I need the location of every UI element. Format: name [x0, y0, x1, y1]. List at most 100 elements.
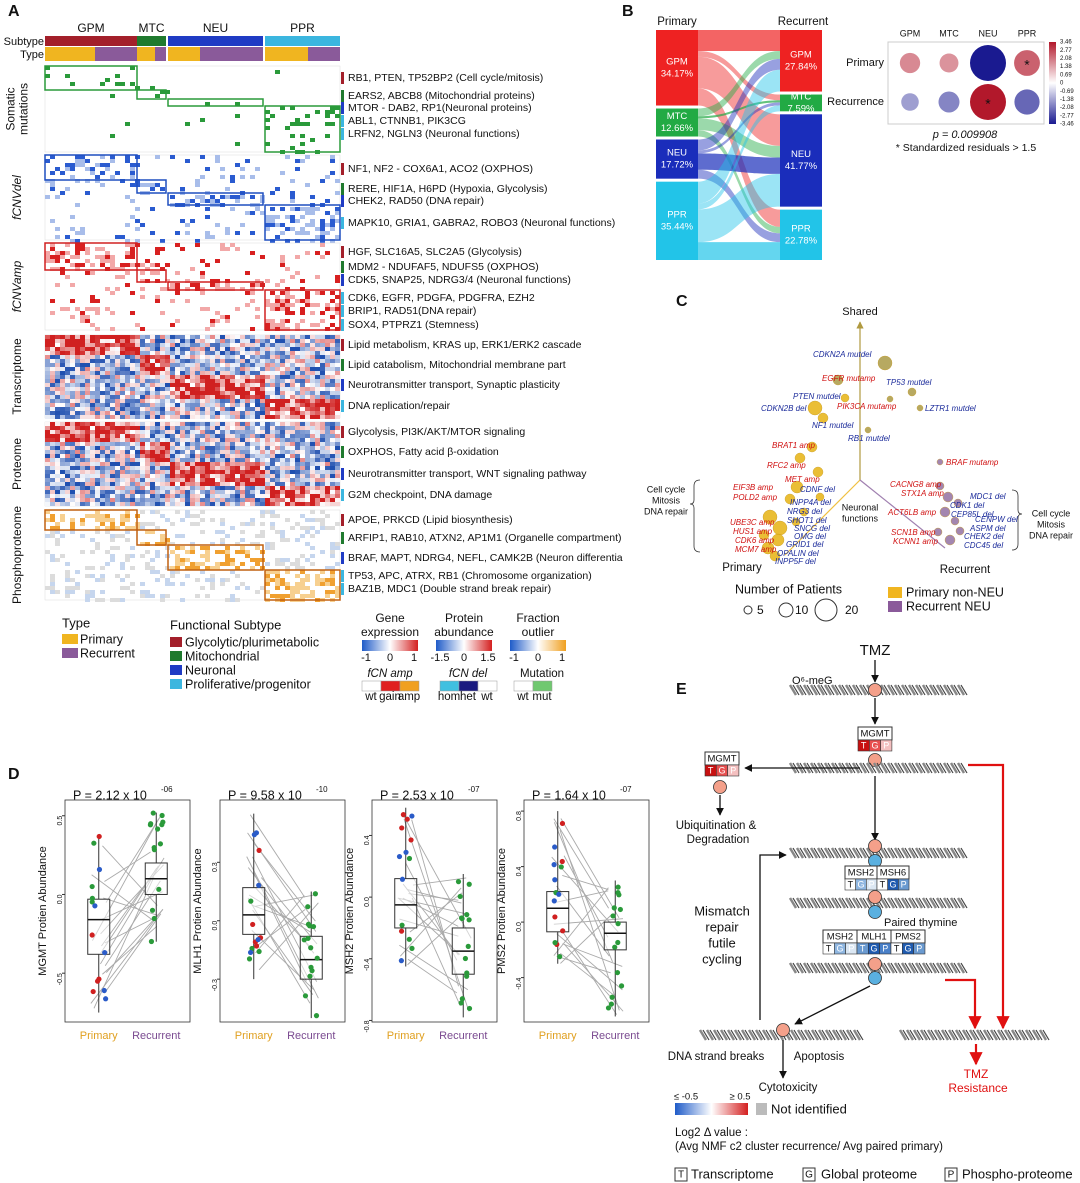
heatmap-cell [60, 442, 65, 446]
heatmap-cell [140, 434, 145, 438]
heatmap-cell [335, 387, 340, 391]
dna [939, 847, 947, 859]
heatmap-cell [330, 155, 335, 159]
heatmap-cell [240, 403, 245, 407]
adduct: O⁶-meG [792, 675, 833, 687]
heatmap-cell [180, 422, 185, 426]
heatmap-cell [65, 243, 70, 247]
heatmap-cell [150, 383, 155, 387]
heatmap-cell [85, 371, 90, 375]
heatmap-cell [285, 399, 290, 403]
row-label: BRIP1, RAD51(DNA repair) [348, 305, 476, 317]
heatmap-cell [45, 407, 50, 411]
p-value: p = 0.009908 [932, 129, 998, 141]
heatmap-cell [95, 478, 100, 482]
heatmap-cell [165, 387, 170, 391]
heatmap-cell [50, 466, 55, 470]
heatmap-cell [215, 442, 220, 446]
heatmap-cell [255, 534, 260, 538]
heatmap-cell [115, 359, 120, 363]
heatmap-cell [275, 187, 280, 191]
omics-box [913, 942, 926, 955]
heatmap-cell [215, 474, 220, 478]
heatmap-cell [130, 482, 135, 486]
heatmap-cell [330, 395, 335, 399]
dna [792, 897, 800, 909]
heatmap-cell [180, 339, 185, 343]
heatmap-cell [145, 355, 150, 359]
heatmap-cell [290, 399, 295, 403]
dna [793, 1029, 801, 1041]
heatmap-cell [175, 458, 180, 462]
heatmap-cell [225, 247, 230, 251]
heatmap-cell [110, 442, 115, 446]
heatmap-cell [320, 375, 325, 379]
dna [803, 1029, 813, 1041]
heatmap-cell [295, 434, 300, 438]
node-value: 27.84% [785, 61, 818, 72]
heatmap-cell [85, 590, 90, 594]
heatmap-cell [155, 375, 160, 379]
heatmap-cell [285, 486, 290, 490]
heatmap-cell [145, 387, 150, 391]
dna [890, 962, 898, 974]
heatmap-cell [305, 486, 310, 490]
heatmap-cell [210, 319, 215, 323]
axis [784, 479, 861, 556]
heatmap-cell [115, 458, 120, 462]
patient-bubble [790, 480, 804, 494]
heatmap-cell [50, 387, 55, 391]
dna [851, 847, 861, 859]
data-point [103, 996, 109, 1002]
heatmap-cell [70, 359, 75, 363]
heatmap-cell [210, 383, 215, 387]
heatmap-cell [300, 122, 305, 126]
heatmap-cell [265, 542, 270, 546]
heatmap-cell [220, 247, 225, 251]
heatmap-cell [255, 359, 260, 363]
heatmap-cell [70, 462, 75, 466]
heatmap-cell [335, 458, 340, 462]
heatmap-cell [85, 490, 90, 494]
key-title: Mutation [520, 668, 564, 680]
heatmap-cell [190, 387, 195, 391]
heatmap-cell [240, 375, 245, 379]
heatmap-cell [250, 383, 255, 387]
data-point [399, 922, 405, 928]
data-point [614, 969, 621, 976]
heatmap-cell [135, 387, 140, 391]
dna [747, 1029, 757, 1041]
heatmap-cell [240, 367, 245, 371]
heatmap-cell [305, 375, 310, 379]
heatmap-cell [130, 66, 135, 70]
heatmap-cell [235, 163, 240, 167]
heatmap-cell [130, 359, 135, 363]
gene-label: POLD2 amp [733, 493, 778, 502]
heatmap-cell [280, 490, 285, 494]
protein: MGMT [860, 729, 889, 740]
heatmap-cell [215, 335, 220, 339]
scale-title: Gene [375, 611, 405, 625]
dna [820, 847, 828, 859]
dna [930, 1029, 938, 1041]
heatmap-cell [315, 530, 320, 534]
dna [905, 1029, 915, 1041]
dna [946, 847, 954, 859]
heatmap-cell [155, 422, 160, 426]
dna [914, 847, 924, 859]
omics-letter: T [880, 879, 886, 889]
heatmap-cell [315, 470, 320, 474]
heatmap-cell [80, 454, 85, 458]
heatmap-cell [120, 426, 125, 430]
heatmap-cell [210, 438, 215, 442]
dna [1021, 1029, 1029, 1041]
heatmap-cell [75, 371, 80, 375]
heatmap-cell [95, 383, 100, 387]
heatmap-cell [140, 446, 145, 450]
dna [928, 762, 938, 774]
heatmap-cell [235, 446, 240, 450]
heatmap-cell [270, 422, 275, 426]
heatmap-cell [310, 387, 315, 391]
heatmap-cell [125, 122, 130, 126]
heatmap-cell [185, 574, 190, 578]
